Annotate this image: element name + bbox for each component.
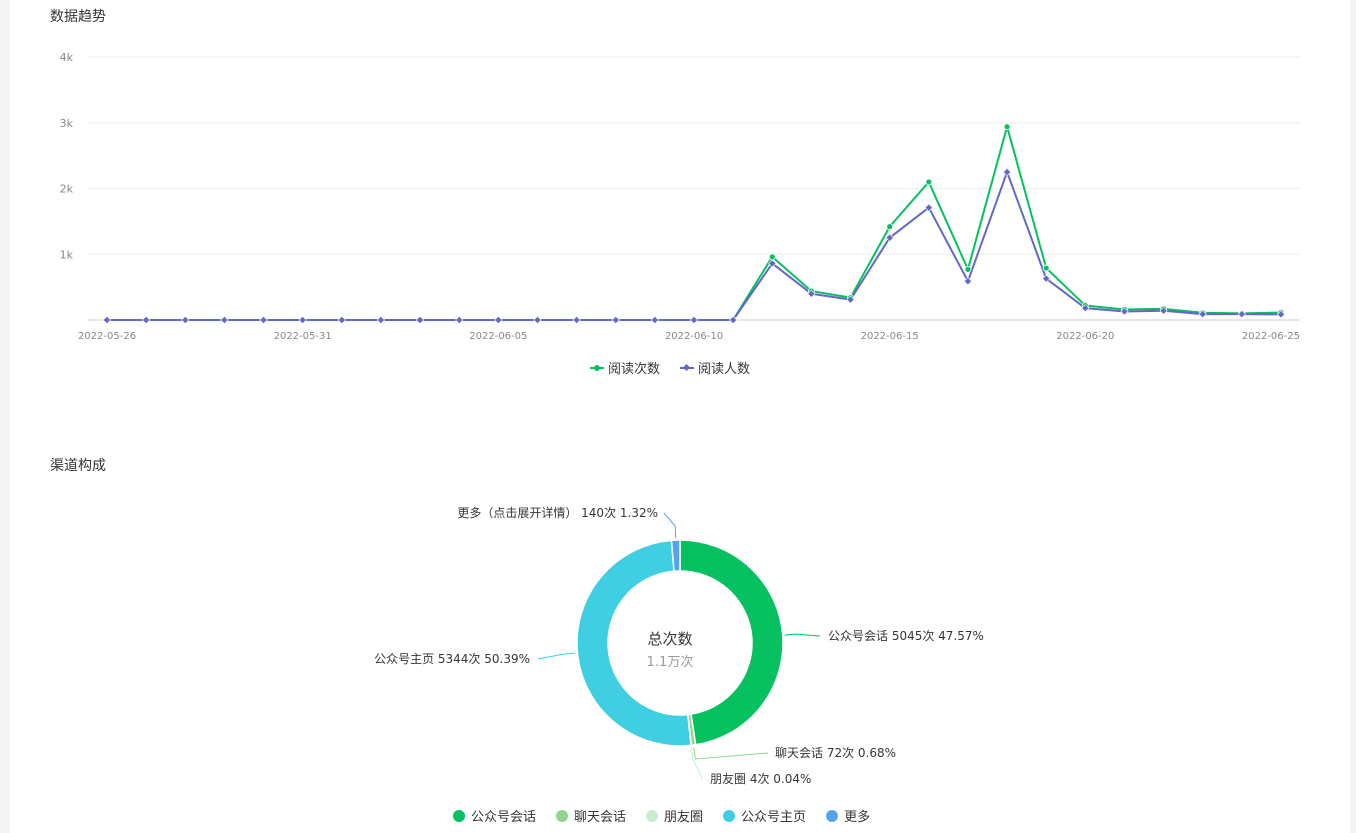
data-point-reader-count [924,203,933,212]
donut-label-leader-4 [663,512,677,539]
data-point-read-count [925,178,933,186]
donut-label-leader-0 [784,633,821,637]
channel-donut-chart[interactable]: 公众号会话 5045次 47.57% 聊天会话 72次 0.68% 朋友圈 4次 0… [0,480,1356,800]
data-point-reader-count [181,315,190,325]
x-tick-label: 2022-05-31 [274,331,332,342]
data-point-reader-count [533,315,542,325]
x-tick-label: 2022-06-10 [665,331,723,342]
donut-slice-0 [679,539,784,746]
data-point-reader-count [337,315,346,325]
series-line-reader-count [107,171,1282,321]
x-tick-label: 2022-06-05 [469,331,527,342]
legend-item-official-home[interactable]: 公众号主页 [723,806,806,825]
data-point-reader-count [1159,306,1168,315]
data-point-reader-count [768,259,777,268]
donut-slice-label-1: 聊天会话 72次 0.68% [775,746,896,760]
legend-dot-official-session [453,809,465,822]
data-point-reader-count [1120,307,1129,316]
donut-center-title: 总次数 [647,630,693,648]
donut-slice-label-3: 公众号主页 5344次 50.39% [374,652,530,666]
donut-slice-3 [576,539,692,747]
channel-legend: 公众号会话 聊天会话 朋友圈 公众号主页 更多 [443,806,880,825]
legend-item-reader-count[interactable]: 阅读人数 [680,358,750,377]
data-point-reader-count [1276,310,1286,319]
legend-marker-read-count [590,363,604,373]
legend-label-official-home: 公众号主页 [741,810,807,825]
legend-item-more[interactable]: 更多 [826,806,870,825]
data-point-reader-count [1081,304,1090,313]
data-point-reader-count [259,315,268,325]
x-tick-label: 2022-06-20 [1056,331,1114,342]
donut-slice-label-4: 更多（点击展开详情） 140次 1.32% [457,505,658,520]
legend-label-reader-count: 阅读人数 [698,362,751,377]
data-point-reader-count [1002,167,1012,177]
donut-label-leader-1 [693,747,769,760]
data-point-reader-count [885,233,894,242]
legend-item-chat-session[interactable]: 聊天会话 [556,806,626,825]
data-point-reader-count [729,315,738,325]
legend-item-read-count[interactable]: 阅读次数 [590,358,660,377]
legend-dot-official-home [723,809,736,822]
y-tick-label: 4k [60,51,74,64]
data-point-read-count [1003,123,1011,131]
legend-marker-reader-count [680,363,695,373]
donut-slice-label-0: 公众号会话 5045次 47.57% [828,629,984,643]
data-card: 数据趋势 渠道构成 [10,0,1350,833]
trend-section-title: 数据趋势 [50,9,106,25]
data-point-reader-count [376,315,386,325]
data-point-read-count [768,253,776,261]
legend-label-more: 更多 [844,810,871,825]
x-tick-label: 2022-05-26 [78,331,136,342]
data-point-reader-count [1042,274,1051,283]
data-point-reader-count [1198,309,1207,319]
legend-label-official-session: 公众号会话 [471,810,537,825]
data-point-reader-count [807,289,816,298]
data-point-reader-count [494,315,503,325]
channel-section-title: 渠道构成 [50,458,106,474]
data-point-reader-count [142,315,151,325]
legend-dot-moments [646,809,659,822]
data-point-reader-count [650,315,659,325]
legend-label-chat-session: 聊天会话 [574,810,627,825]
legend-label-read-count: 阅读次数 [608,362,661,377]
data-point-reader-count [102,315,112,325]
trend-legend: 阅读次数 阅读人数 [580,358,760,377]
data-point-reader-count [298,315,307,325]
donut-label-leader-3 [537,652,576,660]
y-tick-label: 3k [60,117,74,130]
data-point-reader-count [572,315,581,325]
y-tick-label: 2k [60,183,74,196]
data-point-reader-count [220,315,229,325]
legend-dot-chat-session [556,809,569,822]
data-point-read-count [886,223,894,231]
data-point-read-count [964,265,972,273]
data-point-reader-count [455,315,464,325]
donut-slice-label-2: 朋友圈 4次 0.04% [710,772,811,786]
y-tick-label: 1k [60,248,74,261]
x-tick-label: 2022-06-15 [861,331,919,342]
donut-center-value: 1.1万次 [646,655,694,670]
data-point-reader-count [963,277,973,286]
legend-dot-more [826,809,839,822]
donut-slice-4 [670,539,681,573]
donut-label-leader-2 [690,747,704,780]
data-point-reader-count [846,295,855,304]
series-line-read-count [107,125,1282,321]
legend-label-moments: 朋友圈 [664,810,704,825]
data-point-read-count [1042,264,1050,272]
x-tick-label: 2022-06-25 [1242,331,1300,342]
legend-item-moments[interactable]: 朋友圈 [646,806,703,825]
data-point-reader-count [611,315,620,325]
legend-item-official-session[interactable]: 公众号会话 [453,806,536,825]
trend-line-chart[interactable]: 1k 2k 3k 4k 2022-05-26 2022-05-31 2022-06-05 20… [0,0,1356,350]
data-point-reader-count [689,315,699,325]
data-point-reader-count [415,315,425,325]
data-point-reader-count [1237,309,1246,319]
